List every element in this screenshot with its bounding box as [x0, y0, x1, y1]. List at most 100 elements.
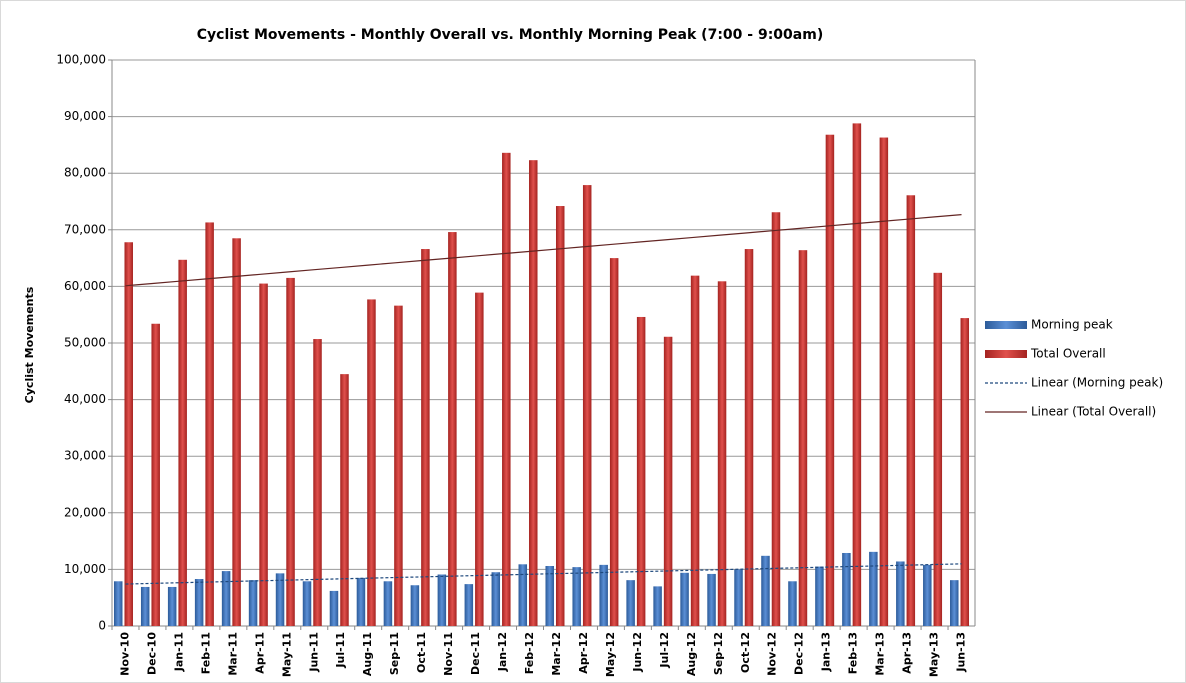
bar	[582, 185, 592, 626]
bar	[151, 323, 160, 626]
x-tick-label: Nov-12	[766, 632, 779, 676]
bar	[879, 137, 889, 627]
bar	[383, 581, 393, 626]
bar	[609, 258, 619, 626]
bar	[286, 277, 295, 626]
bar	[529, 160, 538, 626]
bar	[896, 561, 905, 626]
x-tick-label: Feb-13	[847, 632, 860, 674]
bar	[626, 580, 635, 626]
x-tick-label: Dec-10	[145, 632, 158, 675]
y-axis-label: Cyclist Movements	[23, 286, 36, 403]
bar	[178, 259, 187, 626]
trend-line	[125, 563, 962, 585]
bar	[448, 232, 457, 626]
legend-swatch	[985, 321, 1027, 329]
y-tick-label: 60,000	[64, 279, 106, 293]
bar	[113, 581, 123, 626]
bar	[491, 572, 501, 626]
bar	[707, 573, 716, 626]
bar	[663, 336, 673, 626]
y-tick-label: 0	[98, 619, 106, 633]
bar	[680, 572, 689, 626]
x-tick-label: Jun-11	[307, 632, 320, 673]
y-tick-label: 50,000	[64, 336, 106, 350]
y-tick-label: 40,000	[64, 392, 106, 406]
x-tick-label: Sep-11	[388, 632, 401, 675]
y-tick-label: 70,000	[64, 222, 106, 236]
x-tick-label: Nov-11	[442, 632, 455, 676]
x-tick-label: Jan-13	[820, 632, 833, 672]
y-tick-label: 80,000	[64, 166, 106, 180]
bar	[140, 586, 150, 626]
x-tick-label: Oct-12	[739, 632, 752, 673]
y-tick-label: 90,000	[64, 109, 106, 123]
y-tick-label: 20,000	[64, 505, 106, 519]
x-tick-label: Mar-13	[874, 632, 887, 676]
bar	[842, 552, 851, 626]
bar	[690, 275, 700, 626]
x-tick-label: Jul-12	[658, 632, 671, 669]
bar	[340, 374, 349, 626]
bar	[717, 281, 727, 626]
x-tick-label: Aug-12	[685, 632, 698, 676]
x-tick-label: May-11	[280, 632, 293, 677]
x-tick-label: Jul-11	[334, 632, 347, 669]
bar	[555, 206, 565, 626]
x-tick-label: Feb-12	[523, 632, 536, 674]
bar	[518, 564, 528, 626]
bar	[960, 318, 970, 626]
bar	[950, 580, 959, 626]
x-tick-label: Oct-11	[415, 632, 428, 673]
bar	[248, 580, 258, 626]
x-tick-label: Dec-12	[793, 632, 806, 675]
chart-title: Cyclist Movements - Monthly Overall vs. …	[197, 27, 823, 43]
bar	[421, 249, 430, 626]
x-tick-label: Sep-12	[712, 632, 725, 675]
x-tick-label: Mar-12	[550, 632, 563, 676]
bar	[502, 152, 511, 626]
bar	[761, 555, 770, 626]
x-tick-label: Jun-13	[955, 632, 968, 673]
x-tick-label: Jan-12	[496, 632, 509, 672]
bar	[734, 569, 743, 626]
x-tick-label: Apr-11	[253, 632, 266, 674]
bar	[744, 249, 754, 626]
bar	[437, 574, 447, 626]
bar	[771, 212, 781, 626]
y-tick-label: 30,000	[64, 449, 106, 463]
x-tick-label: Aug-11	[361, 632, 374, 676]
bar	[636, 316, 646, 626]
bar	[906, 195, 916, 627]
bar	[572, 567, 581, 626]
bar	[259, 283, 268, 626]
legend-label: Linear (Total Overall)	[1031, 405, 1156, 419]
x-tick-label: Mar-11	[226, 632, 239, 676]
bar	[232, 238, 241, 627]
bar	[852, 123, 862, 626]
legend-label: Morning peak	[1031, 318, 1113, 332]
bar	[825, 134, 835, 626]
x-tick-label: Apr-13	[901, 632, 914, 674]
x-tick-label: Apr-12	[577, 632, 590, 674]
bar	[313, 339, 322, 626]
bar	[464, 584, 474, 626]
bar	[410, 585, 420, 626]
bar	[788, 581, 797, 626]
bar	[869, 551, 878, 626]
bar	[302, 581, 312, 626]
bar	[356, 577, 366, 626]
bar	[653, 586, 662, 626]
legend-label: Linear (Morning peak)	[1031, 376, 1163, 390]
legend-swatch	[985, 350, 1027, 358]
legend-label: Total Overall	[1030, 347, 1106, 361]
bar	[933, 272, 943, 626]
bar	[798, 250, 808, 626]
bar	[124, 242, 133, 626]
bar	[394, 305, 403, 626]
bar	[815, 566, 824, 626]
x-tick-label: Feb-11	[199, 632, 212, 674]
x-tick-label: Jan-11	[172, 632, 185, 672]
